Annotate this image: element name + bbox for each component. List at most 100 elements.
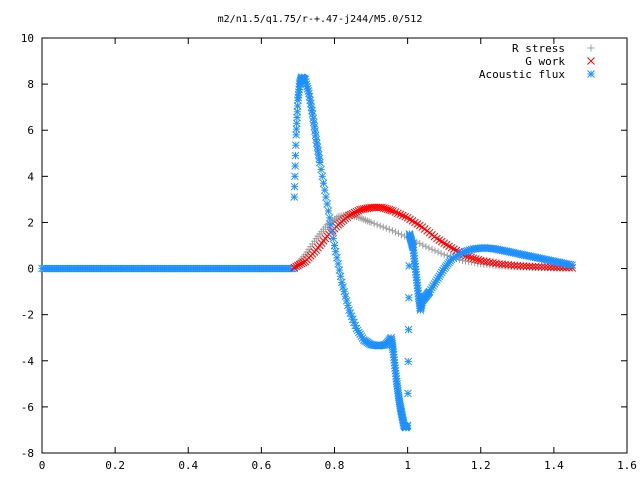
g-work-point [467, 253, 475, 262]
acoustic-flux-point [404, 293, 413, 302]
g-work-point [522, 262, 531, 271]
acoustic-flux-point [320, 186, 329, 195]
r-stress-point [370, 220, 378, 228]
acoustic-flux-point [316, 158, 324, 167]
y-tick-label: 2 [27, 216, 34, 229]
r-stress-point [388, 227, 396, 235]
acoustic-flux-point [403, 421, 412, 430]
g-work-point [350, 208, 359, 217]
legend-marker-g-work [587, 57, 595, 65]
g-work-point [525, 262, 534, 271]
acoustic-flux-point [340, 287, 349, 296]
g-work-point [290, 263, 299, 272]
y-tick-label: -6 [21, 401, 34, 414]
g-work-point [510, 261, 519, 270]
g-work-point [391, 208, 400, 216]
acoustic-flux-point [293, 102, 302, 110]
r-stress-point [367, 218, 375, 226]
x-tick-label: 1 [404, 459, 411, 472]
g-work-point [370, 203, 379, 212]
g-work-point [476, 256, 485, 265]
acoustic-flux-point [336, 272, 345, 281]
g-work-point [546, 263, 555, 272]
acoustic-flux-point [404, 389, 412, 398]
g-work-point [540, 263, 549, 271]
y-tick-label: -4 [21, 355, 35, 368]
y-tick-label: 8 [27, 78, 34, 91]
acoustic-flux-point [331, 247, 340, 256]
g-work-point [472, 255, 480, 263]
r-stress-point [440, 251, 448, 259]
r-stress-point [416, 240, 424, 248]
acoustic-flux-point [292, 125, 301, 133]
acoustic-flux-point [328, 227, 336, 236]
g-work-point [389, 207, 397, 215]
r-stress-point [362, 216, 370, 224]
r-stress-point [425, 244, 433, 252]
r-stress-point [391, 228, 399, 236]
g-work-point [519, 262, 528, 270]
acoustic-flux-point [290, 193, 299, 201]
acoustic-flux-point [323, 200, 332, 208]
g-work-point [482, 257, 491, 266]
g-work-point [537, 263, 546, 271]
g-work-point [297, 259, 306, 268]
acoustic-flux-point [330, 241, 339, 250]
g-work-point [469, 254, 478, 263]
x-tick-label: 0.4 [178, 459, 198, 472]
acoustic-flux-point [324, 207, 333, 215]
r-stress-point [382, 224, 390, 232]
r-stress-point [437, 249, 445, 257]
g-work-point [348, 209, 357, 218]
g-work-point [486, 258, 494, 267]
y-tick-label: 10 [21, 32, 34, 45]
g-work-point [504, 261, 513, 269]
y-tick-label: -2 [21, 309, 34, 322]
acoustic-flux-point [318, 172, 327, 181]
g-work-point [507, 261, 516, 270]
g-work-point [292, 262, 300, 271]
r-stress-point [356, 214, 364, 222]
legend-marker-r-stress [587, 44, 595, 52]
r-stress-point [431, 247, 439, 255]
acoustic-flux-point [335, 266, 344, 274]
r-stress-point [365, 218, 373, 226]
r-stress-point [360, 215, 368, 223]
y-tick-label: 4 [27, 170, 34, 183]
g-work-point [479, 257, 488, 265]
acoustic-flux-point [341, 292, 350, 301]
r-stress-point [373, 221, 381, 229]
r-stress-point [398, 231, 406, 239]
data-marks [38, 73, 577, 432]
r-stress-point [428, 245, 436, 253]
x-tick-label: 0.8 [325, 459, 345, 472]
acoustic-flux-point [291, 151, 300, 160]
x-tick-label: 0 [39, 459, 46, 472]
r-stress-point [394, 229, 402, 237]
y-tick-label: 0 [27, 263, 34, 276]
acoustic-flux-point [325, 213, 334, 222]
g-work-point [489, 258, 497, 267]
acoustic-flux-point [291, 141, 300, 150]
g-work-point [369, 203, 377, 212]
g-work-point [516, 262, 525, 270]
acoustic-flux-point [291, 162, 300, 170]
axis-tick-labels: 0 0.2 0.4 0.6 0.8 1 1.2 1.4 1.6 10 8 6 4 2 0 -2 -4 -6 -8 [21, 32, 637, 472]
legend-label-g-work: G work [525, 55, 565, 68]
g-work-point [447, 243, 456, 252]
g-work-point [295, 260, 304, 269]
g-work-point [543, 263, 552, 272]
g-work-point [387, 206, 396, 215]
g-work-point [347, 210, 355, 219]
acoustic-flux-baseline [38, 264, 299, 273]
acoustic-flux-point [568, 261, 577, 269]
x-tick-label: 1.2 [471, 459, 491, 472]
acoustic-flux-point [329, 234, 338, 243]
g-work-point [474, 255, 483, 264]
acoustic-flux-point [404, 325, 413, 334]
y-tick-label: 6 [27, 124, 34, 137]
y-tick-label: -8 [21, 447, 34, 460]
r-stress-point [385, 225, 393, 233]
